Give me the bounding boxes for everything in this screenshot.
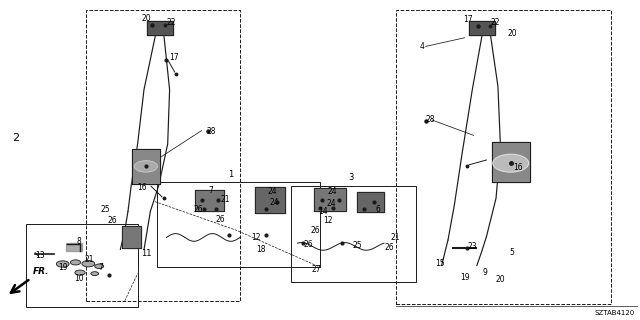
Circle shape bbox=[75, 270, 85, 275]
Bar bbox=[26, 224, 138, 307]
Text: 1: 1 bbox=[228, 170, 233, 179]
Polygon shape bbox=[66, 243, 82, 251]
Circle shape bbox=[95, 264, 104, 268]
Polygon shape bbox=[255, 187, 285, 213]
Text: 26: 26 bbox=[310, 226, 321, 235]
Text: 4: 4 bbox=[420, 42, 425, 51]
Text: 14: 14 bbox=[317, 207, 328, 216]
Text: 6: 6 bbox=[375, 205, 380, 214]
Polygon shape bbox=[195, 190, 224, 211]
Text: 26: 26 bbox=[384, 243, 394, 252]
Text: 22: 22 bbox=[167, 18, 176, 27]
Polygon shape bbox=[469, 21, 495, 35]
Circle shape bbox=[493, 154, 529, 172]
Text: 19: 19 bbox=[58, 263, 68, 272]
Text: 12: 12 bbox=[252, 233, 260, 242]
Bar bbox=[291, 186, 416, 282]
Bar bbox=[157, 182, 320, 267]
Polygon shape bbox=[314, 188, 346, 211]
Text: 26: 26 bbox=[303, 240, 314, 249]
Polygon shape bbox=[492, 142, 530, 182]
Text: 23: 23 bbox=[467, 242, 477, 251]
Text: 7: 7 bbox=[98, 263, 103, 272]
Text: FR.: FR. bbox=[33, 267, 50, 276]
Text: 26: 26 bbox=[193, 205, 204, 214]
Polygon shape bbox=[132, 149, 160, 184]
Text: SZTAB4120: SZTAB4120 bbox=[595, 310, 635, 316]
Text: 16: 16 bbox=[513, 164, 524, 172]
Circle shape bbox=[70, 260, 81, 265]
Text: 21: 21 bbox=[391, 233, 400, 242]
Text: 5: 5 bbox=[509, 248, 515, 257]
Text: 10: 10 bbox=[74, 274, 84, 283]
Text: 28: 28 bbox=[207, 127, 216, 136]
Circle shape bbox=[91, 272, 99, 276]
Text: 25: 25 bbox=[100, 205, 111, 214]
Text: 28: 28 bbox=[426, 116, 435, 124]
Text: 21: 21 bbox=[85, 255, 94, 264]
Text: 24: 24 bbox=[326, 199, 337, 208]
Text: 17: 17 bbox=[463, 15, 474, 24]
Text: 17: 17 bbox=[169, 53, 179, 62]
Polygon shape bbox=[357, 192, 384, 212]
Circle shape bbox=[82, 260, 95, 267]
Text: 7: 7 bbox=[209, 186, 214, 195]
Text: 19: 19 bbox=[460, 273, 470, 282]
Text: 20: 20 bbox=[495, 275, 506, 284]
Text: 22: 22 bbox=[491, 18, 500, 27]
Text: 18: 18 bbox=[257, 245, 266, 254]
Polygon shape bbox=[122, 226, 141, 248]
Text: 12: 12 bbox=[323, 216, 332, 225]
Text: 27: 27 bbox=[312, 265, 322, 274]
Circle shape bbox=[56, 261, 69, 267]
Text: 13: 13 bbox=[35, 252, 45, 260]
Text: 26: 26 bbox=[216, 215, 226, 224]
Text: 20: 20 bbox=[507, 29, 517, 38]
Text: 21: 21 bbox=[221, 196, 230, 204]
Text: 26: 26 bbox=[107, 216, 117, 225]
Polygon shape bbox=[147, 21, 173, 35]
Bar bbox=[86, 10, 240, 301]
Text: 2: 2 bbox=[12, 132, 20, 143]
Circle shape bbox=[134, 161, 157, 172]
Text: 3: 3 bbox=[348, 173, 353, 182]
Text: 20: 20 bbox=[141, 14, 151, 23]
Text: 24: 24 bbox=[269, 198, 279, 207]
Text: 11: 11 bbox=[141, 249, 151, 258]
Text: 16: 16 bbox=[137, 183, 147, 192]
Bar bbox=[396, 10, 611, 304]
Text: 15: 15 bbox=[435, 260, 445, 268]
Text: 24: 24 bbox=[328, 188, 338, 196]
Text: 24: 24 bbox=[267, 188, 277, 196]
Text: 25: 25 bbox=[352, 241, 362, 250]
Text: 9: 9 bbox=[483, 268, 488, 277]
Text: 8: 8 bbox=[76, 237, 81, 246]
